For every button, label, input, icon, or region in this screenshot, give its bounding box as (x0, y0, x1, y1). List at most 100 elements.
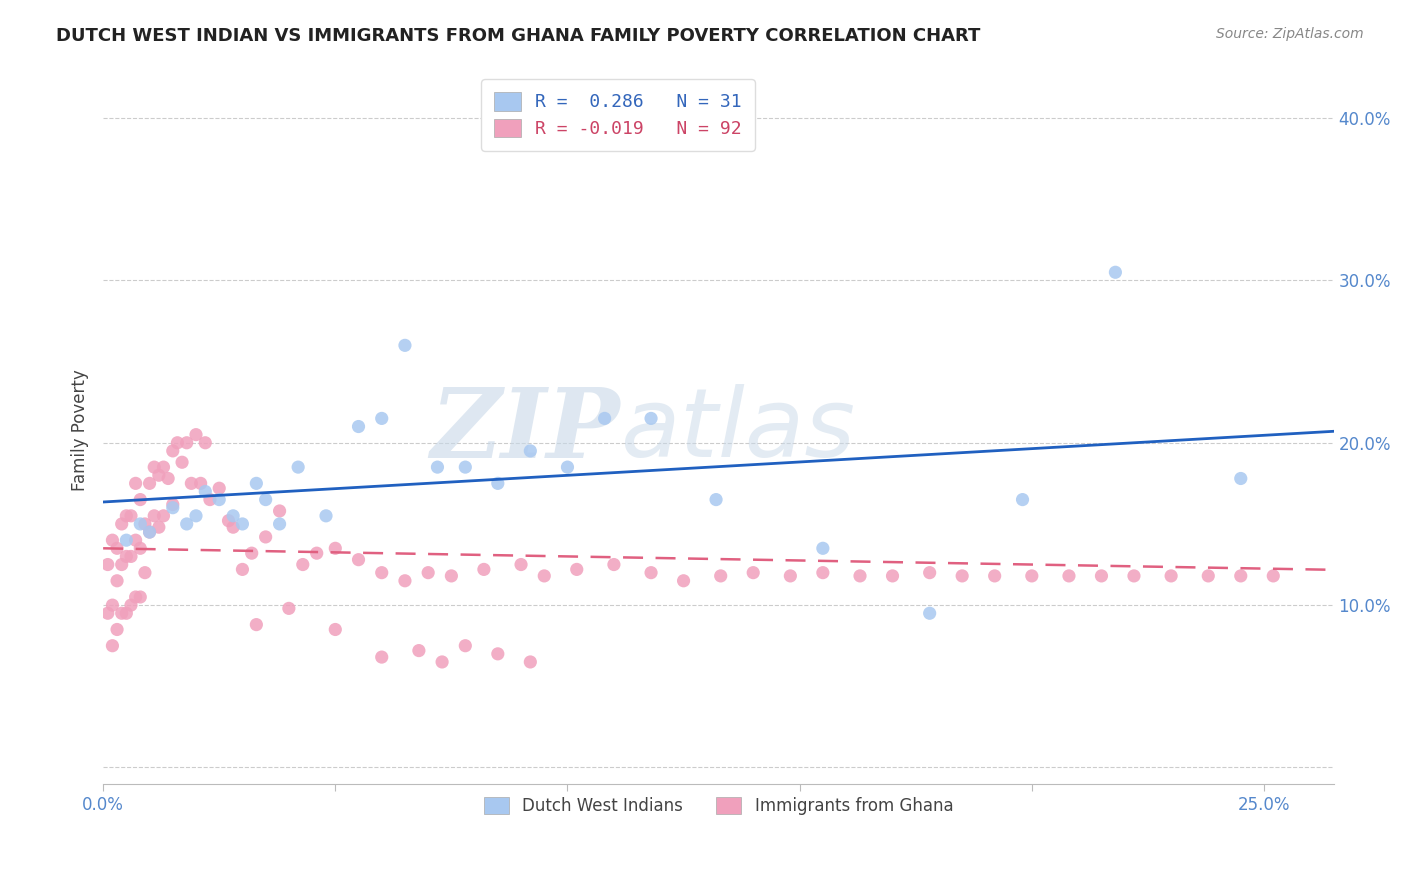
Point (120, 598, 142, 612)
Point (704, 492, 727, 507)
Point (190, 476, 212, 491)
Point (101, 639, 124, 653)
Point (1123, 569, 1146, 583)
Point (287, 460, 309, 475)
Point (1263, 569, 1285, 583)
Point (152, 460, 174, 475)
Point (231, 516, 253, 531)
Point (323, 623, 346, 637)
Point (198, 492, 221, 507)
Point (323, 541, 346, 556)
Point (454, 639, 477, 653)
Point (101, 598, 124, 612)
Point (134, 566, 156, 580)
Point (218, 514, 240, 528)
Legend: Dutch West Indians, Immigrants from Ghana: Dutch West Indians, Immigrants from Ghan… (474, 787, 963, 825)
Point (454, 460, 477, 475)
Point (1104, 265, 1126, 279)
Point (269, 504, 291, 518)
Point (124, 476, 146, 491)
Point (254, 492, 277, 507)
Point (394, 574, 416, 588)
Point (111, 516, 134, 531)
Point (486, 647, 509, 661)
Point (176, 516, 198, 531)
Point (222, 520, 245, 534)
Point (120, 508, 142, 523)
Point (371, 650, 394, 665)
Point (152, 508, 174, 523)
Point (779, 569, 801, 583)
Point (640, 411, 662, 425)
Point (269, 516, 291, 531)
Point (426, 460, 449, 475)
Point (918, 606, 941, 620)
Point (162, 500, 184, 515)
Point (305, 546, 328, 560)
Point (640, 566, 662, 580)
Point (120, 549, 142, 564)
Point (105, 541, 128, 556)
Point (105, 623, 128, 637)
Point (245, 476, 267, 491)
Point (1229, 471, 1251, 485)
Point (347, 419, 370, 434)
Point (918, 566, 941, 580)
Point (672, 574, 695, 588)
Point (194, 484, 217, 499)
Point (408, 643, 430, 657)
Point (430, 655, 453, 669)
Point (882, 569, 904, 583)
Point (1090, 569, 1112, 583)
Point (811, 566, 834, 580)
Point (1197, 569, 1219, 583)
Point (371, 411, 394, 425)
Point (124, 533, 146, 548)
Point (166, 435, 188, 450)
Point (115, 606, 138, 620)
Point (371, 566, 394, 580)
Point (208, 492, 231, 507)
Text: Source: ZipAtlas.com: Source: ZipAtlas.com (1216, 27, 1364, 41)
Point (983, 569, 1005, 583)
Point (129, 516, 152, 531)
Point (148, 520, 170, 534)
Text: ZIP: ZIP (430, 384, 620, 477)
Point (231, 562, 253, 576)
Point (811, 541, 834, 556)
Point (97, 606, 120, 620)
Point (222, 508, 245, 523)
Point (1160, 569, 1182, 583)
Point (742, 566, 765, 580)
Point (315, 508, 337, 523)
Point (184, 427, 207, 442)
Point (124, 590, 146, 604)
Point (486, 476, 509, 491)
Point (849, 569, 872, 583)
Point (143, 508, 166, 523)
Point (194, 435, 217, 450)
Point (533, 569, 555, 583)
Point (111, 558, 134, 572)
Y-axis label: Family Poverty: Family Poverty (72, 369, 89, 491)
Point (245, 617, 267, 632)
Point (101, 533, 124, 548)
Point (519, 655, 541, 669)
Point (162, 498, 184, 512)
Point (472, 562, 495, 576)
Point (440, 569, 463, 583)
Point (138, 524, 160, 539)
Point (394, 338, 416, 352)
Point (291, 558, 314, 572)
Point (603, 558, 626, 572)
Point (1011, 492, 1033, 507)
Point (208, 481, 231, 495)
Point (134, 516, 156, 531)
Point (115, 549, 138, 564)
Point (129, 590, 152, 604)
Point (1021, 569, 1043, 583)
Point (148, 468, 170, 483)
Point (111, 606, 134, 620)
Point (519, 443, 541, 458)
Point (254, 530, 277, 544)
